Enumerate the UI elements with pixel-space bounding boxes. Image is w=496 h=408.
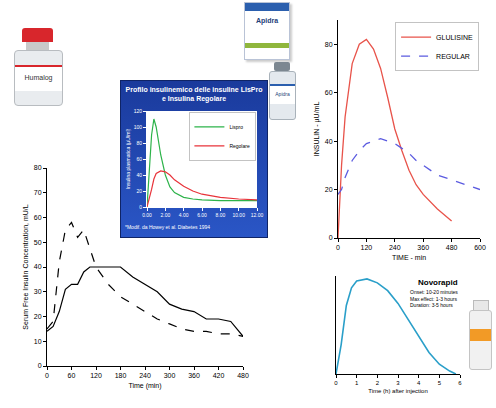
svg-text:0: 0: [139, 204, 142, 210]
svg-text:5: 5: [438, 380, 442, 386]
svg-text:240: 240: [389, 244, 401, 251]
svg-text:TIME - min: TIME - min: [392, 254, 426, 261]
svg-text:Novorapid: Novorapid: [418, 278, 458, 287]
svg-text:2: 2: [376, 380, 380, 386]
svg-text:INSULIN - µU/mL: INSULIN - µU/mL: [313, 102, 321, 157]
svg-text:300: 300: [164, 372, 176, 379]
svg-text:0.00: 0.00: [142, 212, 152, 218]
svg-text:4: 4: [417, 380, 421, 386]
svg-text:3: 3: [396, 380, 400, 386]
svg-text:Onset: 10-20 minutesMax effect: Onset: 10-20 minutesMax effect: 1-3 hour…: [410, 289, 458, 308]
svg-text:120: 120: [134, 108, 143, 114]
svg-text:8.00: 8.00: [215, 212, 225, 218]
svg-text:0: 0: [334, 380, 338, 386]
svg-text:120: 120: [90, 372, 102, 379]
svg-text:360: 360: [417, 244, 429, 251]
svg-text:20: 20: [136, 188, 142, 194]
svg-text:600: 600: [474, 244, 486, 251]
svg-text:2.00: 2.00: [160, 212, 170, 218]
svg-text:60: 60: [68, 372, 76, 379]
svg-text:Time (min): Time (min): [128, 382, 161, 390]
svg-text:12.00: 12.00: [251, 212, 264, 218]
svg-text:240: 240: [139, 372, 151, 379]
svg-text:Insulina plasmatica (µU/ml): Insulina plasmatica (µU/ml): [125, 128, 131, 189]
svg-text:0: 0: [329, 234, 333, 241]
svg-text:20: 20: [34, 313, 42, 320]
svg-text:Time (h) after injection: Time (h) after injection: [368, 388, 427, 394]
svg-text:120: 120: [361, 244, 373, 251]
svg-text:480: 480: [237, 372, 249, 379]
svg-text:20: 20: [325, 186, 333, 193]
html-text:Profilo insulinemico delle ins: Profilo insulinemico delle insuline LisP…: [125, 86, 263, 102]
svg-text:Lispro: Lispro: [229, 124, 243, 130]
svg-text:6.00: 6.00: [197, 212, 207, 218]
svg-text:6: 6: [458, 380, 462, 386]
html-text:Apidra: Apidra: [275, 91, 290, 97]
svg-text:480: 480: [446, 244, 458, 251]
svg-text:60: 60: [325, 89, 333, 96]
svg-text:80: 80: [325, 41, 333, 48]
html-text:*Modif. da Howey et al. Diabet: *Modif. da Howey et al. Diabetes 1994: [125, 224, 211, 230]
svg-text:40: 40: [34, 263, 42, 270]
svg-text:Serum Free Insulin Concentrati: Serum Free Insulin Concentration, mU/L: [22, 204, 29, 329]
svg-text:60: 60: [136, 156, 142, 162]
svg-text:0: 0: [38, 362, 42, 369]
svg-text:40: 40: [325, 138, 333, 145]
svg-text:180: 180: [115, 372, 127, 379]
svg-text:80: 80: [136, 140, 142, 146]
svg-text:30: 30: [34, 288, 42, 295]
svg-text:360: 360: [188, 372, 200, 379]
svg-text:REGULAR: REGULAR: [436, 53, 470, 60]
html-text:Humalog: Humalog: [24, 74, 53, 81]
svg-text:Regolare: Regolare: [229, 143, 250, 149]
svg-text:10: 10: [34, 338, 42, 345]
svg-text:10.00: 10.00: [232, 212, 245, 218]
svg-text:4.00: 4.00: [179, 212, 189, 218]
svg-text:70: 70: [34, 189, 42, 196]
svg-text:40: 40: [136, 172, 142, 178]
svg-text:0: 0: [336, 244, 340, 251]
svg-text:0: 0: [45, 372, 49, 379]
html-text:Apidra: Apidra: [255, 17, 279, 24]
svg-text:60: 60: [34, 214, 42, 221]
svg-text:80: 80: [34, 164, 42, 171]
svg-text:50: 50: [34, 239, 42, 246]
svg-text:100: 100: [134, 124, 143, 130]
svg-text:420: 420: [213, 372, 225, 379]
svg-text:1: 1: [355, 380, 359, 386]
svg-text:GLULISINE: GLULISINE: [436, 34, 473, 41]
